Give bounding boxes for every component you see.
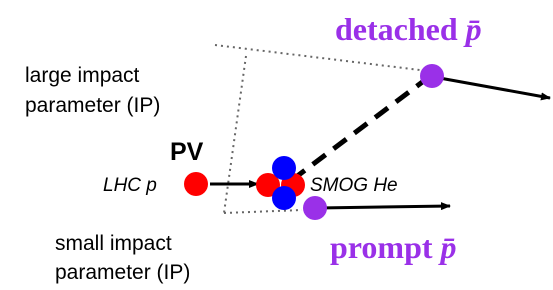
label: large impact [25,64,140,87]
label: parameter (IP) [55,261,190,284]
dotted-line [224,210,302,213]
nucleon [272,186,296,210]
proton [184,172,208,196]
detached-track [292,80,425,180]
label: LHC p [103,175,157,196]
arrow [434,77,550,98]
arrow [318,206,450,208]
detached-label: detached p̄ [335,11,482,47]
label: small impact [55,232,172,255]
antiproton [303,196,327,220]
label: SMOG He [310,175,398,196]
nucleon [272,156,296,180]
prompt-label: prompt p̄ [330,229,457,265]
label: parameter (IP) [25,94,160,117]
antiproton [420,64,444,88]
label: PV [170,138,204,166]
dotted-line [224,56,246,213]
diagram: detached p̄ large impact parameter (IP) … [0,0,553,290]
